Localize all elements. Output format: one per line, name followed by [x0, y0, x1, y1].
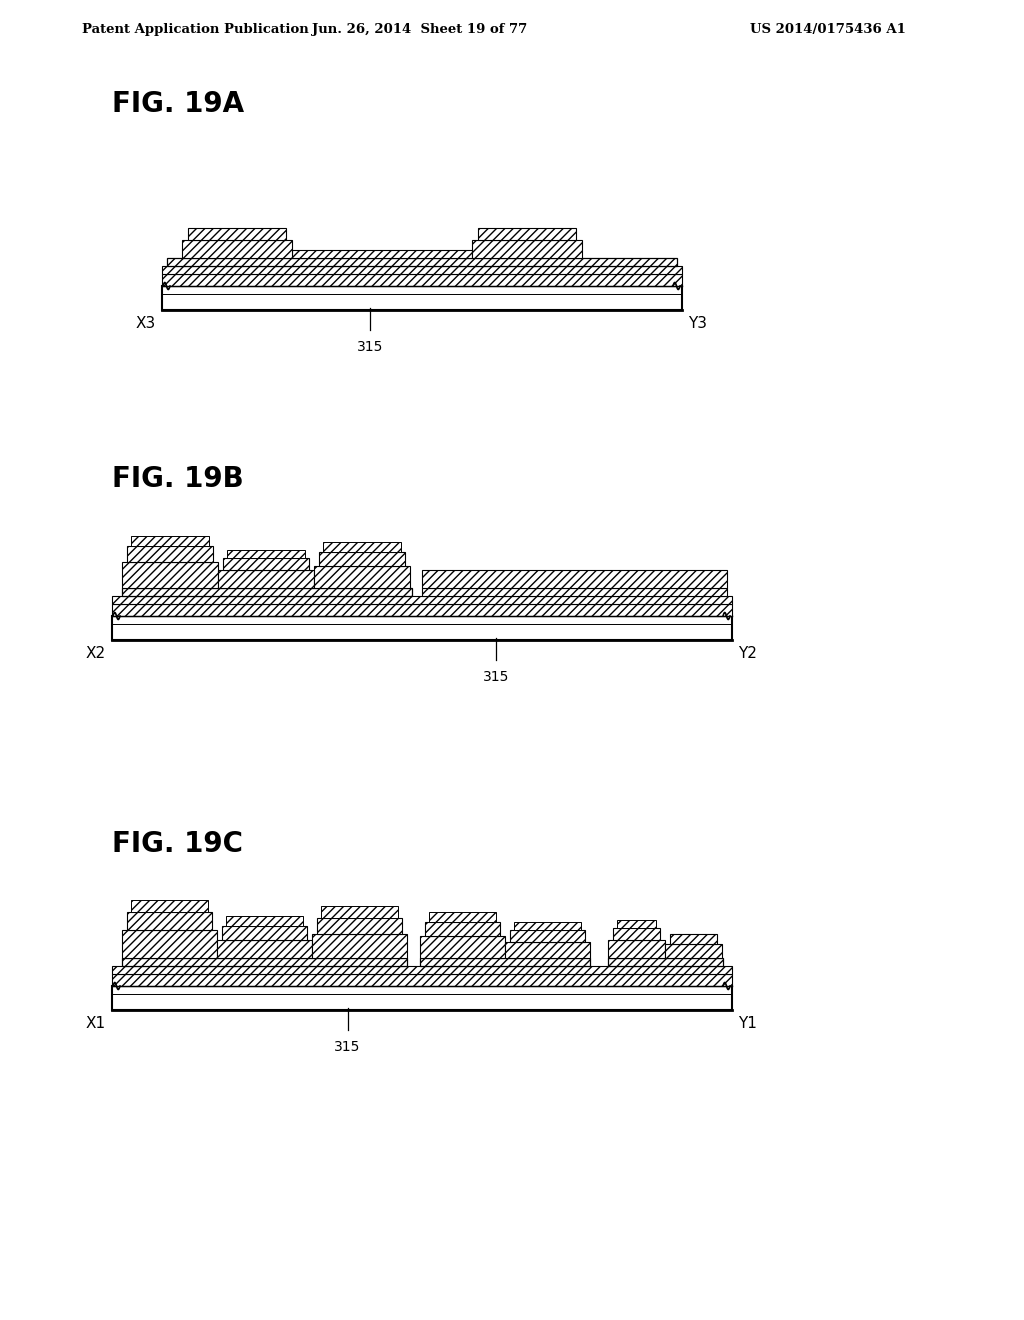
Bar: [422, 587, 727, 597]
Bar: [319, 552, 406, 566]
Bar: [112, 597, 732, 605]
Text: Patent Application Publication: Patent Application Publication: [82, 24, 309, 37]
Bar: [472, 240, 582, 257]
Bar: [227, 550, 305, 558]
Bar: [613, 928, 660, 940]
Bar: [223, 558, 309, 570]
Bar: [608, 940, 665, 958]
Bar: [505, 942, 590, 958]
Bar: [608, 958, 723, 966]
Bar: [131, 900, 208, 912]
Bar: [314, 566, 410, 587]
Text: X3: X3: [136, 315, 156, 331]
Bar: [112, 966, 732, 974]
Bar: [112, 616, 732, 640]
Bar: [321, 906, 398, 917]
Bar: [670, 935, 717, 944]
Bar: [478, 228, 575, 240]
Bar: [510, 931, 585, 942]
Bar: [112, 974, 732, 986]
Bar: [122, 958, 407, 966]
Bar: [514, 921, 581, 931]
Bar: [122, 587, 412, 597]
Text: Y2: Y2: [738, 645, 757, 661]
Text: FIG. 19B: FIG. 19B: [112, 465, 244, 492]
Text: X1: X1: [86, 1016, 106, 1031]
Text: Y1: Y1: [738, 1016, 757, 1031]
Bar: [217, 940, 312, 958]
Text: FIG. 19C: FIG. 19C: [112, 830, 243, 858]
Bar: [425, 921, 500, 936]
Text: Y3: Y3: [688, 315, 707, 331]
Bar: [188, 228, 286, 240]
Bar: [420, 936, 505, 958]
Bar: [617, 920, 656, 928]
Bar: [226, 916, 303, 927]
Text: Jun. 26, 2014  Sheet 19 of 77: Jun. 26, 2014 Sheet 19 of 77: [312, 24, 527, 37]
Text: 315: 315: [356, 341, 383, 354]
Bar: [167, 257, 677, 267]
Bar: [122, 931, 217, 958]
Text: FIG. 19A: FIG. 19A: [112, 90, 244, 117]
Bar: [182, 240, 292, 257]
Text: 315: 315: [335, 1040, 360, 1053]
Text: 315: 315: [483, 671, 510, 684]
Bar: [292, 249, 472, 257]
Bar: [312, 935, 407, 958]
Bar: [131, 536, 209, 546]
Bar: [218, 570, 314, 587]
Bar: [112, 986, 732, 1010]
Bar: [420, 958, 590, 966]
Bar: [665, 944, 722, 958]
Bar: [323, 543, 401, 552]
Bar: [162, 286, 682, 310]
Bar: [422, 570, 727, 587]
Bar: [162, 267, 682, 275]
Text: US 2014/0175436 A1: US 2014/0175436 A1: [750, 24, 906, 37]
Text: X2: X2: [86, 645, 106, 661]
Bar: [127, 546, 213, 562]
Bar: [162, 275, 682, 286]
Bar: [127, 912, 212, 931]
Bar: [429, 912, 496, 921]
Bar: [122, 562, 218, 587]
Bar: [222, 927, 307, 940]
Bar: [112, 605, 732, 616]
Bar: [317, 917, 402, 935]
